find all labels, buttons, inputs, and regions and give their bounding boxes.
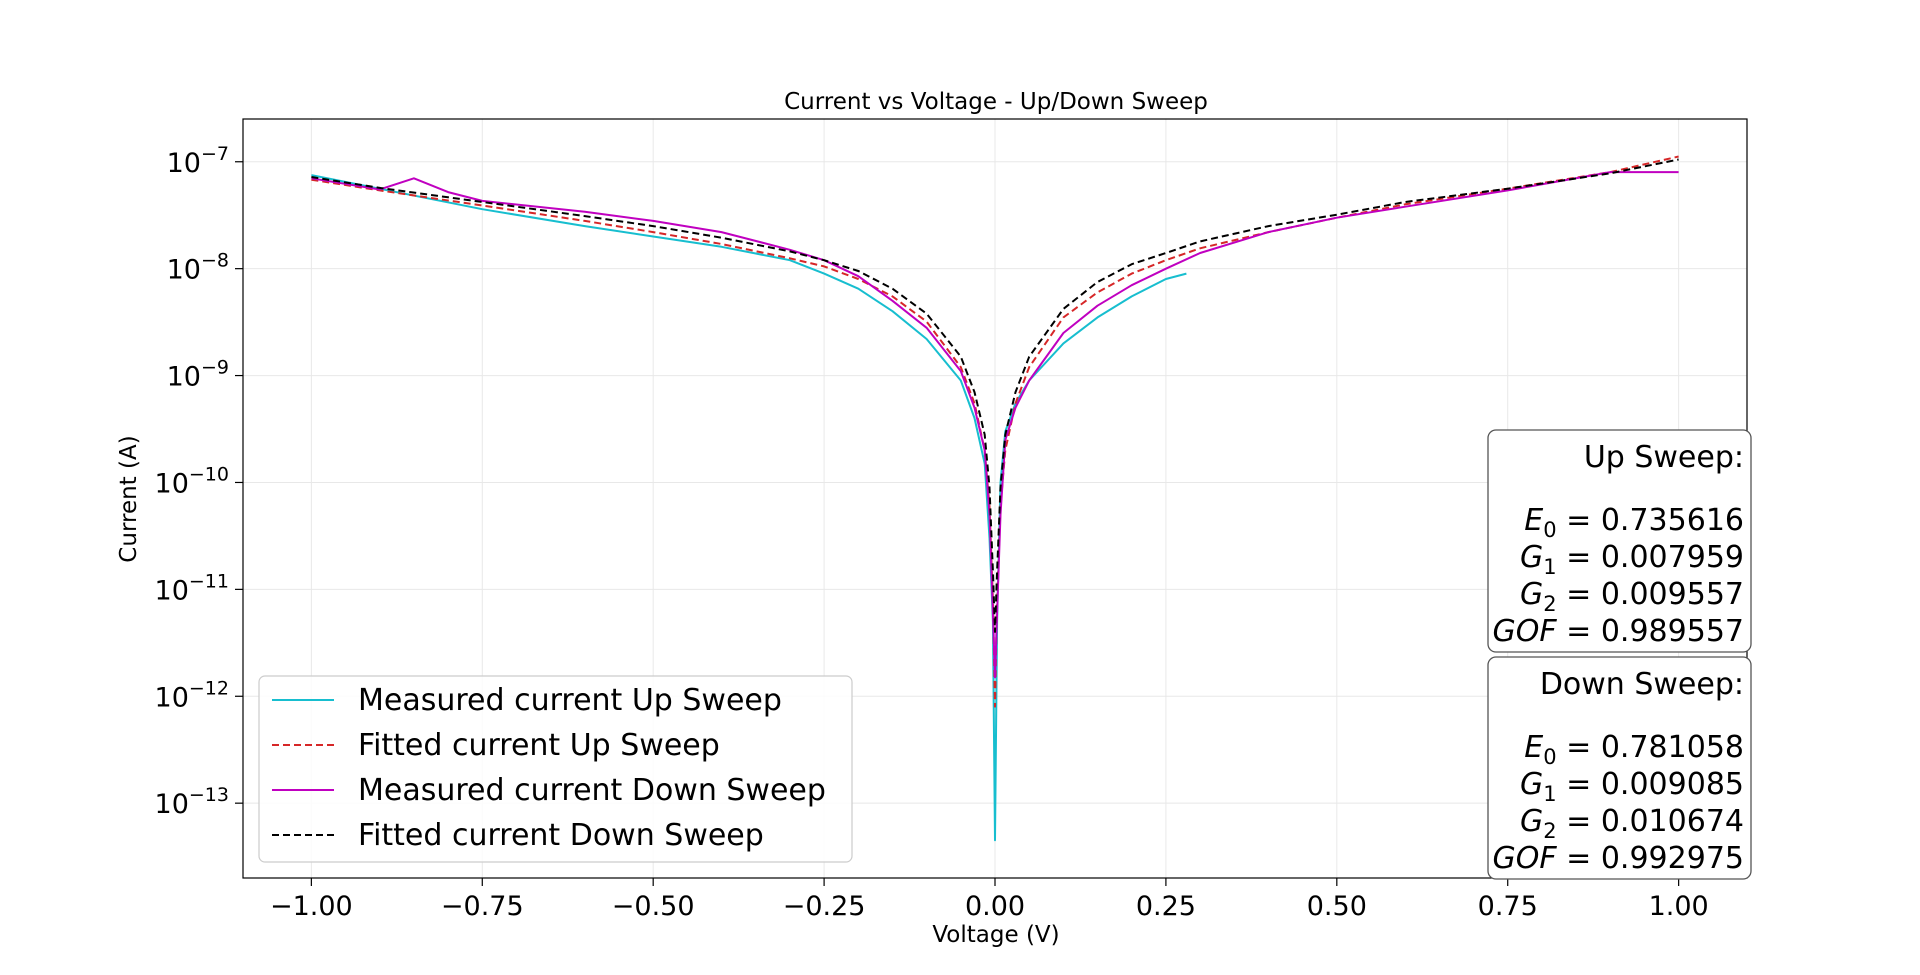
x-axis: −1.00 −0.75 −0.50 −0.25 0.00 0.25 0.50 0.75 1.00 (270, 878, 1709, 922)
x-tick-label: 0.00 (965, 891, 1025, 922)
legend-label: Fitted current Up Sweep (358, 728, 720, 763)
x-axis-label: Voltage (V) (932, 922, 1059, 948)
x-tick-label: 0.25 (1136, 891, 1196, 922)
y-tick-label: 10−9 (167, 357, 229, 393)
legend-frame (258, 675, 853, 863)
y-tick-label: 10−10 (155, 463, 229, 499)
x-tick-label: 0.75 (1478, 891, 1538, 922)
series-line-2 (311, 171, 1679, 679)
y-tick-label: 10−12 (155, 677, 229, 713)
annotation-heading: Down Sweep: (1540, 667, 1744, 702)
y-tick-label: 10−11 (155, 570, 229, 606)
annotation-box-down (1487, 656, 1752, 880)
legend-label: Measured current Up Sweep (358, 683, 782, 718)
y-axis: 10−7 10−8 10−9 10−10 10−11 10−12 10−13 (155, 143, 243, 820)
y-axis-label: Current (A) (116, 435, 142, 562)
x-tick-label: 1.00 (1649, 891, 1709, 922)
annotation-param: GOF = 0.989557 (1493, 614, 1744, 649)
x-tick-label: −0.50 (612, 891, 695, 922)
series-layer (311, 155, 1679, 842)
x-tick-label: −0.75 (441, 891, 524, 922)
annotation-param: G2 = 0.009557 (1520, 577, 1744, 616)
y-tick-label: 10−13 (155, 784, 229, 820)
chart-title: Current vs Voltage - Up/Down Sweep (784, 89, 1208, 115)
x-tick-label: 0.50 (1307, 891, 1367, 922)
annotation-param: G1 = 0.009085 (1520, 767, 1744, 806)
annotation-param: G2 = 0.010674 (1520, 804, 1744, 843)
series-line-3 (311, 158, 1679, 633)
annotation-box-up (1487, 429, 1752, 653)
legend-label: Measured current Down Sweep (358, 773, 826, 808)
annotation-param: E0 = 0.735616 (1524, 503, 1744, 542)
series-line-1 (311, 155, 1679, 708)
x-tick-label: −0.25 (783, 891, 866, 922)
legend: Measured current Up Sweep Fitted current … (258, 675, 853, 863)
annotation-param: GOF = 0.992975 (1493, 841, 1744, 876)
x-tick-label: −1.00 (270, 891, 353, 922)
legend-label: Fitted current Down Sweep (358, 818, 764, 853)
annotation-param: G1 = 0.007959 (1520, 540, 1744, 579)
y-tick-label: 10−8 (167, 250, 229, 286)
annotation-heading: Up Sweep: (1584, 440, 1744, 475)
y-tick-label: 10−7 (167, 143, 229, 179)
annotation-param: E0 = 0.781058 (1524, 730, 1744, 769)
